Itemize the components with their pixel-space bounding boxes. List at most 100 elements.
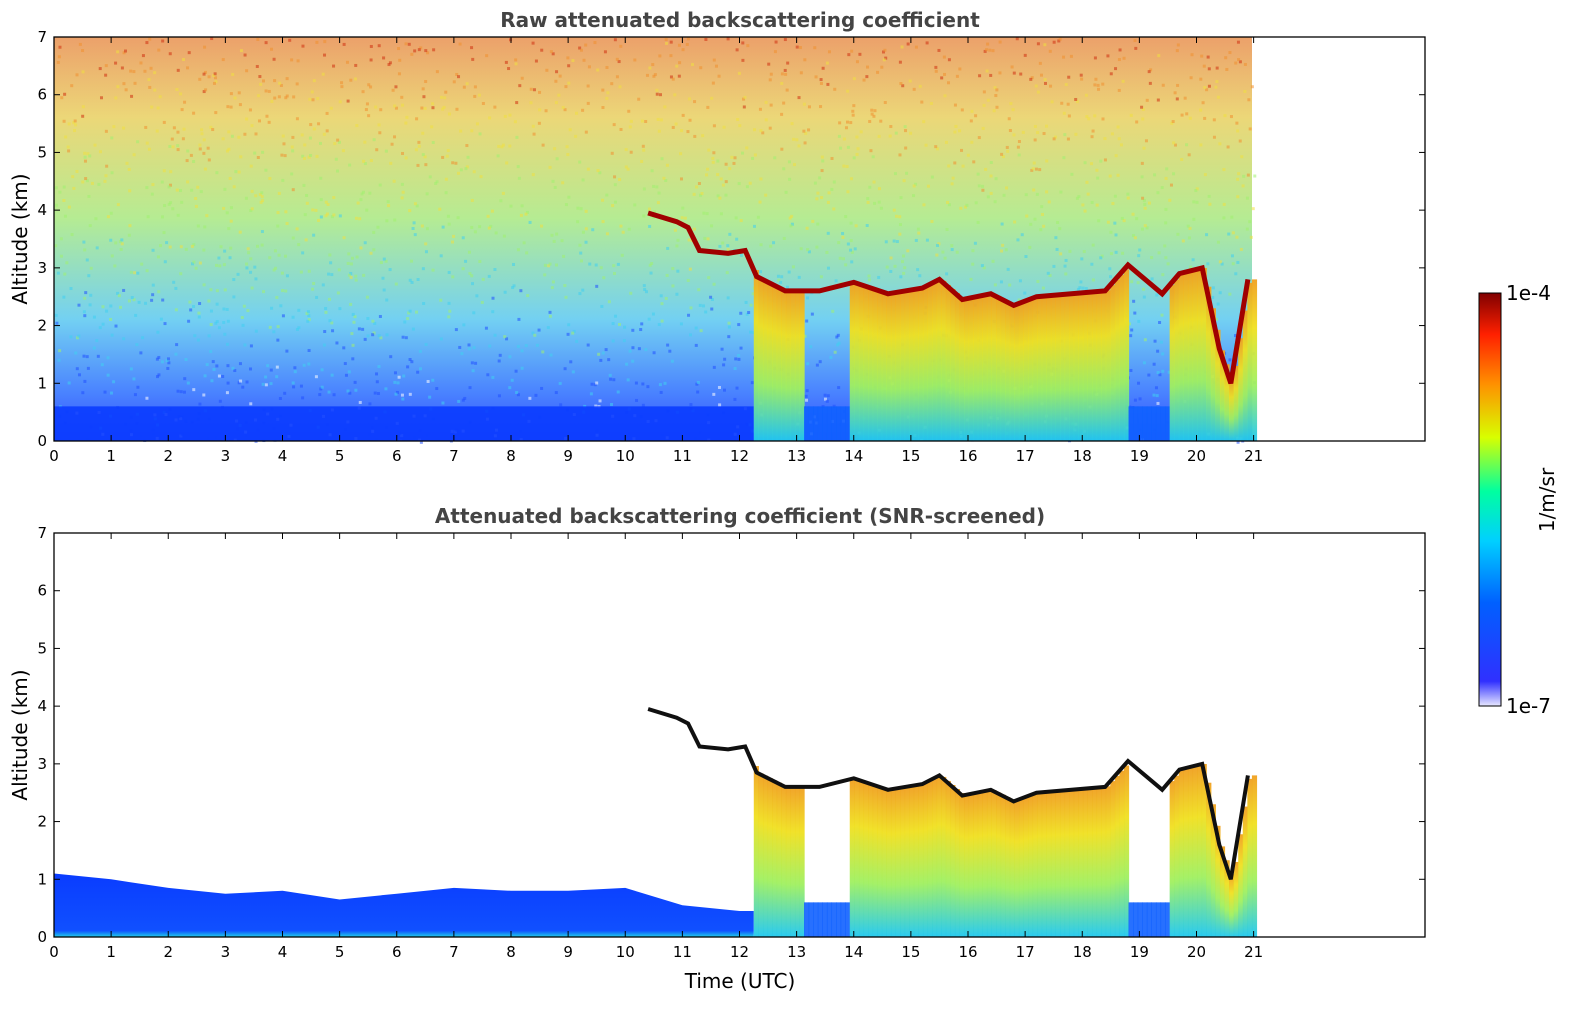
speckle-pixel <box>69 335 73 339</box>
cloud-column <box>1000 298 1006 441</box>
speckle-pixel <box>422 302 426 306</box>
cloud-column <box>799 786 805 937</box>
speckle-pixel <box>1114 154 1118 158</box>
speckle-pixel <box>659 118 663 122</box>
speckle-pixel <box>1083 209 1087 213</box>
speckle-pixel <box>528 396 532 400</box>
x-tick-label: 5 <box>335 943 345 961</box>
speckle-pixel <box>676 269 680 273</box>
speckle-pixel <box>706 237 710 241</box>
speckle-pixel <box>421 131 425 135</box>
cloud-column <box>1178 274 1184 441</box>
speckle-pixel <box>870 112 874 116</box>
speckle-pixel <box>516 393 520 397</box>
speckle-pixel <box>207 158 211 162</box>
speckle-pixel <box>1113 194 1117 198</box>
speckle-pixel <box>308 97 312 101</box>
cloud-column <box>890 293 897 441</box>
speckle-pixel <box>438 207 442 211</box>
cloud-column <box>1073 789 1079 937</box>
speckle-pixel <box>1030 168 1034 172</box>
low-aerosol-column <box>826 902 833 937</box>
speckle-pixel <box>815 197 819 201</box>
speckle-pixel <box>394 440 398 444</box>
speckle-pixel <box>972 160 976 164</box>
speckle-pixel <box>657 323 661 327</box>
speckle-pixel <box>57 358 61 362</box>
panel2-cloud-base-line <box>647 707 1250 880</box>
cloud-column <box>1110 285 1116 441</box>
speckle-pixel <box>192 388 196 392</box>
speckle-pixel <box>611 204 615 208</box>
speckle-pixel <box>953 161 957 165</box>
speckle-pixel <box>192 243 196 247</box>
colorbar-min-label: 1e-7 <box>1506 694 1551 718</box>
speckle-pixel <box>849 239 853 243</box>
low-aerosol-column <box>822 902 828 937</box>
speckle-pixel <box>1019 72 1023 76</box>
speckle-pixel <box>1207 194 1211 198</box>
speckle-pixel <box>554 263 558 267</box>
speckle-pixel <box>182 390 186 394</box>
speckle-pixel <box>788 177 792 181</box>
speckle-pixel <box>1214 317 1218 321</box>
speckle-pixel <box>930 219 934 223</box>
speckle-pixel <box>598 399 602 403</box>
speckle-pixel <box>424 242 428 246</box>
speckle-pixel <box>353 315 357 319</box>
low-aerosol-column <box>1155 406 1162 441</box>
x-tick-label: 7 <box>449 943 459 961</box>
speckle-pixel <box>452 80 456 84</box>
speckle-pixel <box>420 224 424 228</box>
speckle-pixel <box>467 250 471 254</box>
speckle-pixel <box>303 213 307 217</box>
speckle-pixel <box>228 176 232 180</box>
speckle-pixel <box>954 124 958 128</box>
speckle-pixel <box>192 260 196 264</box>
speckle-pixel <box>109 304 113 308</box>
speckle-pixel <box>55 321 59 325</box>
speckle-pixel <box>549 353 553 357</box>
speckle-pixel <box>1126 196 1130 200</box>
speckle-pixel <box>226 381 230 385</box>
speckle-pixel <box>1156 401 1160 405</box>
speckle-pixel <box>514 369 518 373</box>
speckle-pixel <box>297 243 301 247</box>
speckle-pixel <box>338 214 342 218</box>
speckle-pixel <box>250 286 254 290</box>
speckle-pixel <box>1137 381 1141 385</box>
speckle-pixel <box>1243 62 1247 66</box>
speckle-pixel <box>303 143 307 147</box>
speckle-pixel <box>1176 83 1180 87</box>
speckle-pixel <box>768 78 772 82</box>
speckle-pixel <box>295 227 299 231</box>
speckle-pixel <box>971 249 975 253</box>
speckle-pixel <box>196 185 200 189</box>
speckle-pixel <box>226 364 230 368</box>
speckle-pixel <box>174 308 178 312</box>
speckle-pixel <box>575 339 579 343</box>
speckle-pixel <box>653 210 657 214</box>
speckle-pixel <box>675 292 679 296</box>
speckle-pixel <box>571 331 575 335</box>
speckle-pixel <box>591 228 595 232</box>
speckle-pixel <box>183 377 187 381</box>
speckle-pixel <box>1234 61 1238 65</box>
speckle-pixel <box>710 307 714 311</box>
speckle-pixel <box>360 192 364 196</box>
speckle-pixel <box>245 69 249 73</box>
speckle-pixel <box>687 313 691 317</box>
speckle-pixel <box>413 202 417 206</box>
cloud-column <box>959 793 965 937</box>
speckle-pixel <box>710 297 714 301</box>
speckle-pixel <box>459 129 463 133</box>
speckle-pixel <box>202 248 206 252</box>
speckle-pixel <box>579 207 583 211</box>
speckle-pixel <box>934 69 938 73</box>
cloud-column <box>767 777 773 937</box>
speckle-pixel <box>711 156 715 160</box>
speckle-pixel <box>54 186 58 190</box>
speckle-pixel <box>473 94 477 98</box>
speckle-pixel <box>260 230 264 234</box>
cloud-column <box>904 291 910 441</box>
